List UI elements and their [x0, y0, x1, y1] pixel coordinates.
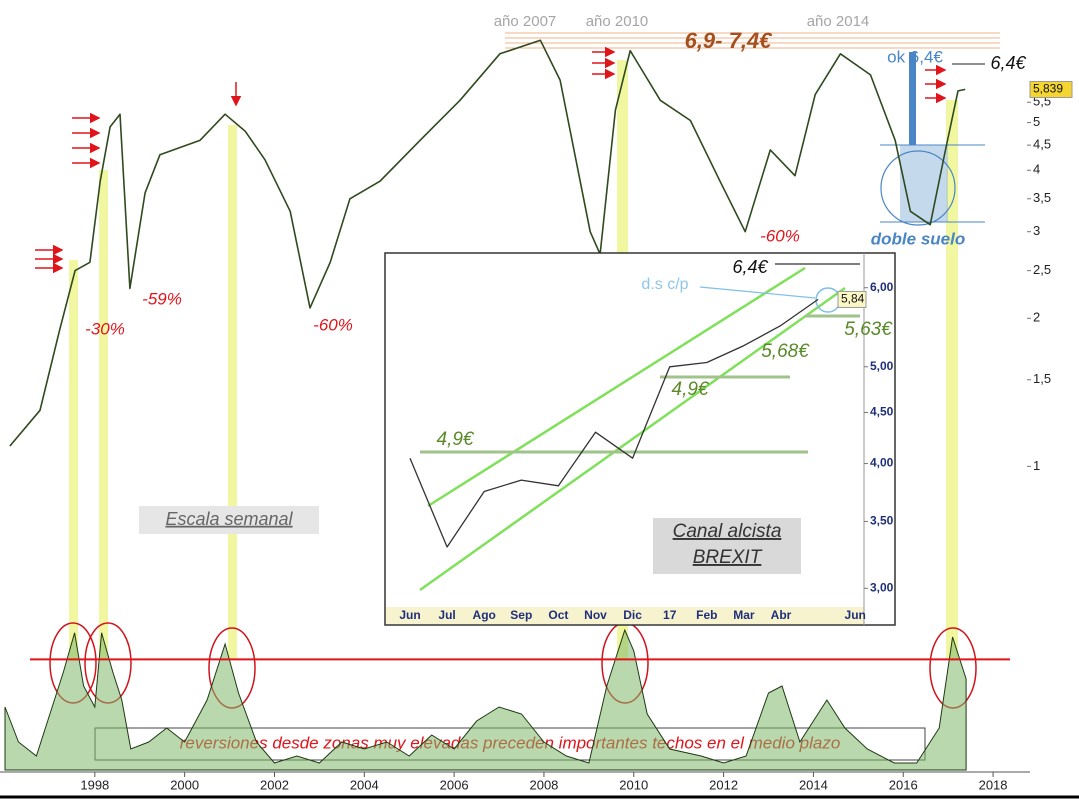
annotation: -30% — [85, 319, 125, 338]
annotation: -60% — [313, 315, 353, 334]
annotation: año 2014 — [807, 13, 870, 30]
y-tick-label: 3 — [1033, 223, 1040, 238]
y-tick-label: 1,5 — [1033, 371, 1051, 386]
x-tick-label: 1998 — [80, 777, 109, 792]
x-tick-label: 2000 — [170, 777, 199, 792]
label-box — [139, 506, 319, 534]
y-tick-label: 5 — [1033, 114, 1040, 129]
annotation: 5,63€ — [844, 319, 893, 340]
x-tick-label: Oct — [548, 608, 568, 622]
annotation: ok 6,4€ — [887, 47, 943, 66]
x-tick-label: 2010 — [619, 777, 648, 792]
y-tick-label: 4,50 — [870, 405, 894, 419]
x-tick-label: 17 — [663, 608, 677, 622]
x-tick-label: 2008 — [529, 777, 558, 792]
x-tick-label: Ago — [473, 608, 496, 622]
annotation: 4,9€ — [437, 429, 475, 450]
x-tick-label: Jun — [399, 608, 420, 622]
x-tick-label: 2016 — [889, 777, 918, 792]
last-value-label: 5,839 — [1033, 82, 1063, 96]
last-value-label: 5,84 — [841, 292, 865, 306]
annotation: 4,9€ — [672, 379, 710, 400]
x-tick-label: 2014 — [799, 777, 828, 792]
x-tick-label: 2012 — [709, 777, 738, 792]
x-tick-label: Dic — [623, 608, 642, 622]
y-tick-label: 5,00 — [870, 359, 894, 373]
arrows — [35, 46, 947, 274]
annotation: 6,9- 7,4€ — [685, 28, 774, 53]
last-value-box — [837, 290, 867, 308]
annotation: Canal alcista — [673, 521, 782, 542]
y-tick-label: 4,00 — [870, 456, 894, 470]
x-tick-label: Jul — [438, 608, 455, 622]
x-tick-label: Jun — [845, 608, 866, 622]
y-tick-label: 3,50 — [870, 514, 894, 528]
annotation: año 2007 — [494, 13, 557, 30]
y-tick-label: 2,5 — [1033, 262, 1051, 277]
price-line — [9, 39, 966, 447]
annotation: 6,4€ — [990, 53, 1026, 73]
x-tick-label: 2018 — [979, 777, 1008, 792]
last-value-box — [1029, 80, 1073, 98]
y-tick-label: 4 — [1033, 162, 1040, 177]
annotation: Escala semanal — [165, 509, 293, 529]
annotation: 6,4€ — [732, 257, 768, 277]
x-tick-label: Abr — [771, 608, 792, 622]
x-tick-label: 2004 — [350, 777, 379, 792]
x-tick-label: Feb — [696, 608, 717, 622]
x-tick-label: 2006 — [440, 777, 469, 792]
annotation: -59% — [142, 289, 182, 308]
x-tick-label: Sep — [510, 608, 532, 622]
annotation: d.s c/p — [641, 276, 688, 293]
annotation: año 2010 — [586, 13, 649, 30]
y-tick-label: 1 — [1033, 458, 1040, 473]
annotation: 5,68€ — [761, 341, 810, 362]
y-tick-label: 3,5 — [1033, 190, 1051, 205]
resistance-lines — [505, 32, 1000, 49]
annotation: -60% — [760, 226, 800, 245]
annotation: BREXIT — [693, 547, 763, 568]
x-tick-label: Mar — [733, 608, 755, 622]
y-tick-label: 6,00 — [870, 280, 894, 294]
indicator-area — [4, 628, 967, 771]
y-tick-label: 4,5 — [1033, 137, 1051, 152]
y-tick-label: 3,00 — [870, 580, 894, 594]
double-bottom — [880, 52, 985, 226]
x-tick-label: Nov — [584, 608, 607, 622]
x-tick-label: 2002 — [260, 777, 289, 792]
price-line — [409, 298, 819, 548]
annotation: doble suelo — [871, 229, 965, 248]
y-tick-label: 2 — [1033, 310, 1040, 325]
